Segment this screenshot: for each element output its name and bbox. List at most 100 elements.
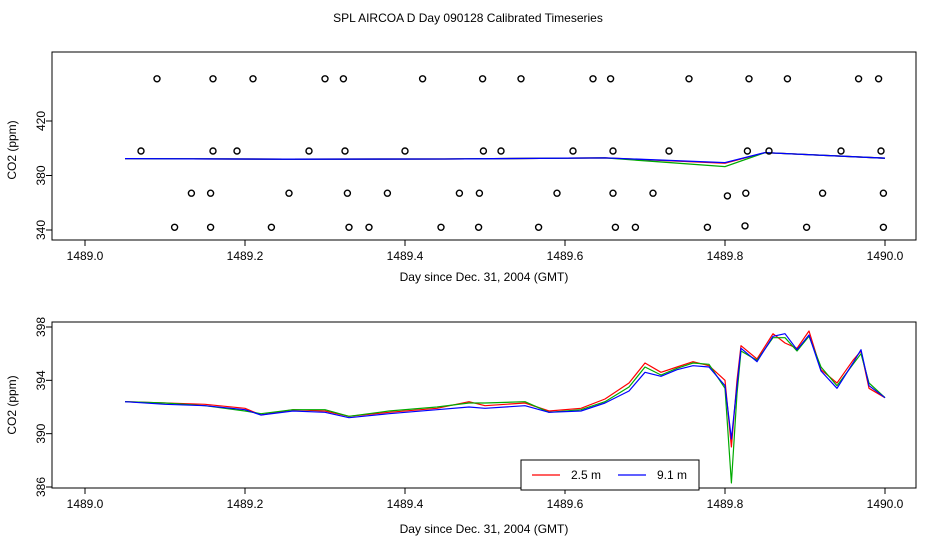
bottom-y-axis-label: CO2 (ppm) <box>5 375 19 434</box>
top-series-group <box>124 151 886 168</box>
flag-point <box>209 147 217 155</box>
flag-point <box>206 223 215 232</box>
flag-point <box>818 189 827 197</box>
y-tick-label: 398 <box>34 317 48 337</box>
bottom-series-line-0 <box>124 330 886 448</box>
x-tick-label: 1489.4 <box>387 497 424 511</box>
y-tick-label: 420 <box>34 111 48 131</box>
flag-point <box>343 189 352 197</box>
flag-point <box>475 189 484 197</box>
flag-point <box>802 223 811 232</box>
flag-point <box>723 192 732 200</box>
y-tick-label: 340 <box>34 220 48 240</box>
flag-point <box>631 223 640 232</box>
bottom-x-axis: 1489.0 1489.2 1489.4 1489.6 1489.8 1490.0 <box>67 488 904 511</box>
flag-point <box>249 75 257 83</box>
bottom-panel: 1489.0 1489.2 1489.4 1489.6 1489.8 1490.0 386… <box>5 317 917 536</box>
flag-point <box>478 75 487 83</box>
flag-point <box>685 75 693 83</box>
flag-point <box>479 147 488 155</box>
x-tick-label: 1489.6 <box>547 497 584 511</box>
x-tick-label: 1489.0 <box>67 497 104 511</box>
flag-point <box>321 75 329 83</box>
flag-point <box>345 223 353 232</box>
top-series-line-2 <box>124 151 886 164</box>
top-x-axis: 1489.0 1489.2 1489.4 1489.6 1489.8 1490.0 <box>67 240 904 263</box>
flag-point <box>209 75 217 83</box>
flag-point <box>742 189 750 197</box>
bottom-series-line-2 <box>124 333 886 440</box>
bottom-series-group <box>124 330 886 484</box>
flag-point <box>365 223 373 232</box>
flag-point <box>741 222 749 230</box>
flag-point <box>606 75 615 83</box>
top-plot-frame <box>51 51 917 241</box>
flag-point <box>854 75 863 83</box>
x-tick-label: 1489.2 <box>227 249 264 263</box>
x-tick-label: 1489.4 <box>387 249 424 263</box>
flag-point <box>609 189 617 197</box>
y-tick-label: 386 <box>34 477 48 497</box>
bottom-plot-frame <box>51 321 917 489</box>
flag-point <box>474 223 483 232</box>
flag-point <box>437 223 445 232</box>
flag-point <box>743 147 752 155</box>
flag-point <box>765 147 773 155</box>
flag-point <box>879 189 888 197</box>
flag-point <box>285 189 293 197</box>
flag-point <box>497 147 505 155</box>
flag-point <box>589 75 597 83</box>
flag-point <box>401 147 409 155</box>
top-flag-points <box>137 75 888 232</box>
flag-point <box>455 189 464 197</box>
legend-label-2-5m: 2.5 m <box>571 468 601 482</box>
x-tick-label: 1489.2 <box>227 497 264 511</box>
flag-point <box>305 147 313 155</box>
flag-point <box>553 189 561 197</box>
legend: 2.5 m 9.1 m <box>520 459 700 491</box>
flag-point <box>611 223 620 232</box>
flag-point <box>609 147 617 155</box>
flag-point <box>153 75 161 83</box>
x-tick-label: 1489.8 <box>707 497 744 511</box>
flag-point <box>339 75 348 83</box>
top-panel: 1489.0 1489.2 1489.4 1489.6 1489.8 1490.0 340… <box>5 51 917 284</box>
bottom-y-axis: 386 390 394 398 <box>34 317 52 497</box>
flag-point <box>341 147 349 155</box>
flag-point <box>187 189 196 197</box>
flag-point <box>649 189 657 197</box>
flag-point <box>383 189 392 197</box>
flag-point <box>703 223 712 232</box>
y-tick-label: 390 <box>34 423 48 443</box>
top-series-line-0 <box>124 151 886 164</box>
x-tick-label: 1489.8 <box>707 249 744 263</box>
y-tick-label: 394 <box>34 370 48 390</box>
flag-point <box>534 223 543 232</box>
flag-point <box>170 223 179 232</box>
flag-point <box>879 223 888 232</box>
x-tick-label: 1490.0 <box>867 249 904 263</box>
y-tick-label: 380 <box>34 165 48 185</box>
flag-point <box>745 75 753 83</box>
flag-point <box>569 147 577 155</box>
top-y-axis-label: CO2 (ppm) <box>5 120 19 179</box>
flag-point <box>206 189 215 197</box>
flag-point <box>877 147 885 155</box>
flag-point <box>137 147 145 155</box>
legend-label-9-1m: 9.1 m <box>657 468 687 482</box>
flag-point <box>517 75 525 83</box>
flag-point <box>418 75 427 83</box>
top-y-axis: 340 380 420 <box>34 111 52 240</box>
flag-point <box>783 75 792 83</box>
x-tick-label: 1489.0 <box>67 249 104 263</box>
top-x-axis-label: Day since Dec. 31, 2004 (GMT) <box>400 270 569 284</box>
flag-point <box>665 147 673 155</box>
flag-point <box>874 75 883 83</box>
flag-point <box>267 223 276 232</box>
x-tick-label: 1490.0 <box>867 497 904 511</box>
flag-point <box>837 147 845 155</box>
flag-point <box>233 147 241 155</box>
chart-title: SPL AIRCOA D Day 090128 Calibrated Times… <box>333 11 603 25</box>
bottom-x-axis-label: Day since Dec. 31, 2004 (GMT) <box>400 522 569 536</box>
